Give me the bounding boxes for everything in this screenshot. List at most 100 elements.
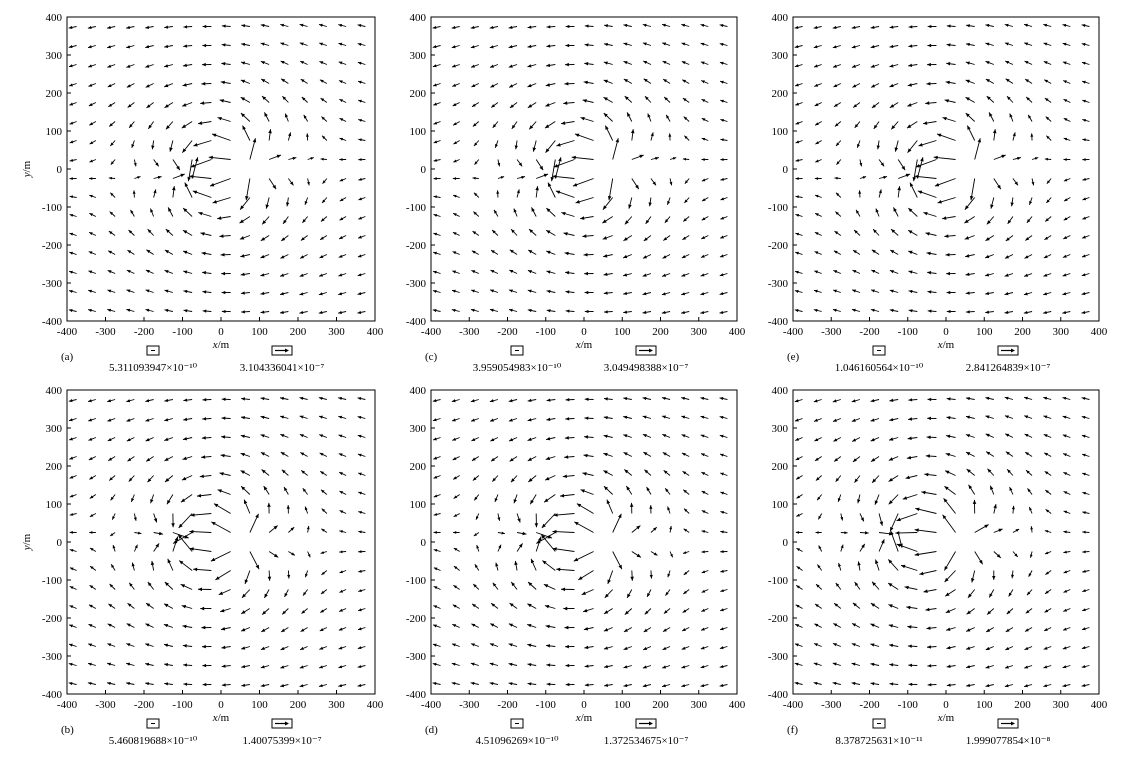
x-tick-label: -200 [497, 699, 518, 711]
vector-arrow [857, 561, 861, 571]
vector-arrow [163, 83, 174, 88]
vector-arrow [147, 121, 154, 130]
vector-arrow [432, 437, 441, 441]
vector-arrow [870, 456, 880, 462]
vector-arrow [126, 681, 135, 686]
vector-arrow [492, 121, 499, 129]
vector-arrow [357, 608, 366, 612]
vector-arrow [357, 235, 366, 239]
vector-arrow [1081, 273, 1090, 277]
vector-arrow [318, 396, 327, 400]
vector-arrow [603, 291, 613, 295]
vector-arrow [508, 662, 518, 666]
vector-arrow [89, 121, 97, 126]
vector-arrow [1081, 61, 1090, 65]
vector-arrow [87, 45, 96, 49]
vector-arrow [544, 121, 556, 129]
vector-arrow [623, 291, 632, 296]
vector-arrow [870, 289, 880, 293]
vector-arrow [834, 121, 842, 127]
vector-arrow [339, 589, 347, 593]
vector-arrow [495, 562, 499, 571]
vector-arrow [900, 564, 918, 571]
vector-arrow [68, 270, 77, 274]
x-tick-label: -100 [898, 699, 919, 711]
vector-arrow [561, 587, 575, 592]
vector-arrow [68, 418, 77, 422]
vector-arrow [870, 602, 880, 609]
vector-arrow [108, 102, 116, 108]
vector-arrow [451, 418, 460, 422]
vector-arrow [357, 292, 366, 296]
y-tick-label: -200 [406, 240, 427, 252]
vector-arrow [813, 289, 822, 293]
y-tick-label: 300 [772, 50, 789, 62]
vector-arrow [452, 604, 460, 609]
vector-arrow [145, 418, 154, 422]
vector-arrow [279, 310, 289, 314]
vector-arrow [814, 456, 822, 462]
vector-arrow [1005, 646, 1014, 651]
y-tick-label: -200 [42, 613, 63, 625]
x-tick-label: -300 [459, 699, 480, 711]
vector-arrow [471, 270, 479, 274]
vector-arrow [1004, 273, 1014, 277]
vector-arrow [1004, 42, 1014, 46]
vector-arrow [260, 451, 270, 457]
x-tick-label: -200 [134, 326, 155, 338]
vector-arrow [471, 102, 480, 108]
vector-arrow [299, 665, 308, 669]
vector-arrow [201, 455, 212, 459]
vector-arrow [582, 608, 594, 613]
vector-arrow [682, 216, 690, 222]
vector-arrow [720, 472, 728, 476]
vector-arrow [1081, 80, 1090, 84]
vector-arrow [145, 269, 154, 274]
vector-arrow [153, 159, 160, 167]
vector-arrow [835, 582, 842, 590]
vector-arrow [683, 528, 690, 533]
vector-arrow [470, 662, 479, 666]
vector-arrow [451, 662, 460, 666]
vector-arrow [1023, 273, 1033, 277]
vector-arrow [701, 197, 709, 202]
vector-arrow [814, 194, 822, 198]
vector-arrow [299, 60, 308, 65]
y-axis-label: y/m [21, 160, 33, 178]
vector-arrow [339, 490, 347, 495]
scale-key: 3.959054983×10⁻¹⁰ 3.049498388×10⁻⁷ [473, 345, 688, 374]
vector-arrow [87, 25, 96, 30]
vector-arrow [923, 589, 937, 593]
vector-arrow [268, 129, 272, 141]
vector-arrow [527, 603, 537, 609]
vector-arrow [145, 662, 154, 666]
plot-frame [430, 389, 738, 695]
vector-arrow [338, 292, 347, 296]
vector-arrow [182, 63, 193, 68]
vector-arrow [320, 489, 328, 495]
vector-arrow [701, 235, 709, 240]
vector-arrow [851, 623, 861, 628]
vector-arrow [1024, 665, 1033, 669]
vector-arrow [172, 173, 185, 179]
vector-arrow [580, 216, 594, 220]
vector-arrow [527, 289, 537, 293]
vector-arrow [565, 644, 575, 649]
vector-arrow [1009, 486, 1014, 495]
vector-arrow [682, 608, 690, 613]
vector-arrow [1045, 570, 1052, 575]
y-tick-label: 300 [410, 50, 427, 62]
vector-arrow [875, 208, 880, 217]
vector-arrow [260, 646, 270, 651]
max-vector-arrowhead [285, 721, 289, 726]
y-tick-label: 300 [772, 423, 789, 435]
vector-arrow [1044, 530, 1052, 533]
vector-arrow [221, 435, 231, 439]
vector-arrow [1043, 415, 1052, 419]
vector-arrow [451, 643, 460, 647]
vector-arrow [219, 99, 231, 103]
vector-arrow [662, 627, 671, 632]
vector-arrow [183, 417, 193, 422]
vector-arrow [510, 228, 518, 236]
vector-arrow [69, 437, 77, 441]
